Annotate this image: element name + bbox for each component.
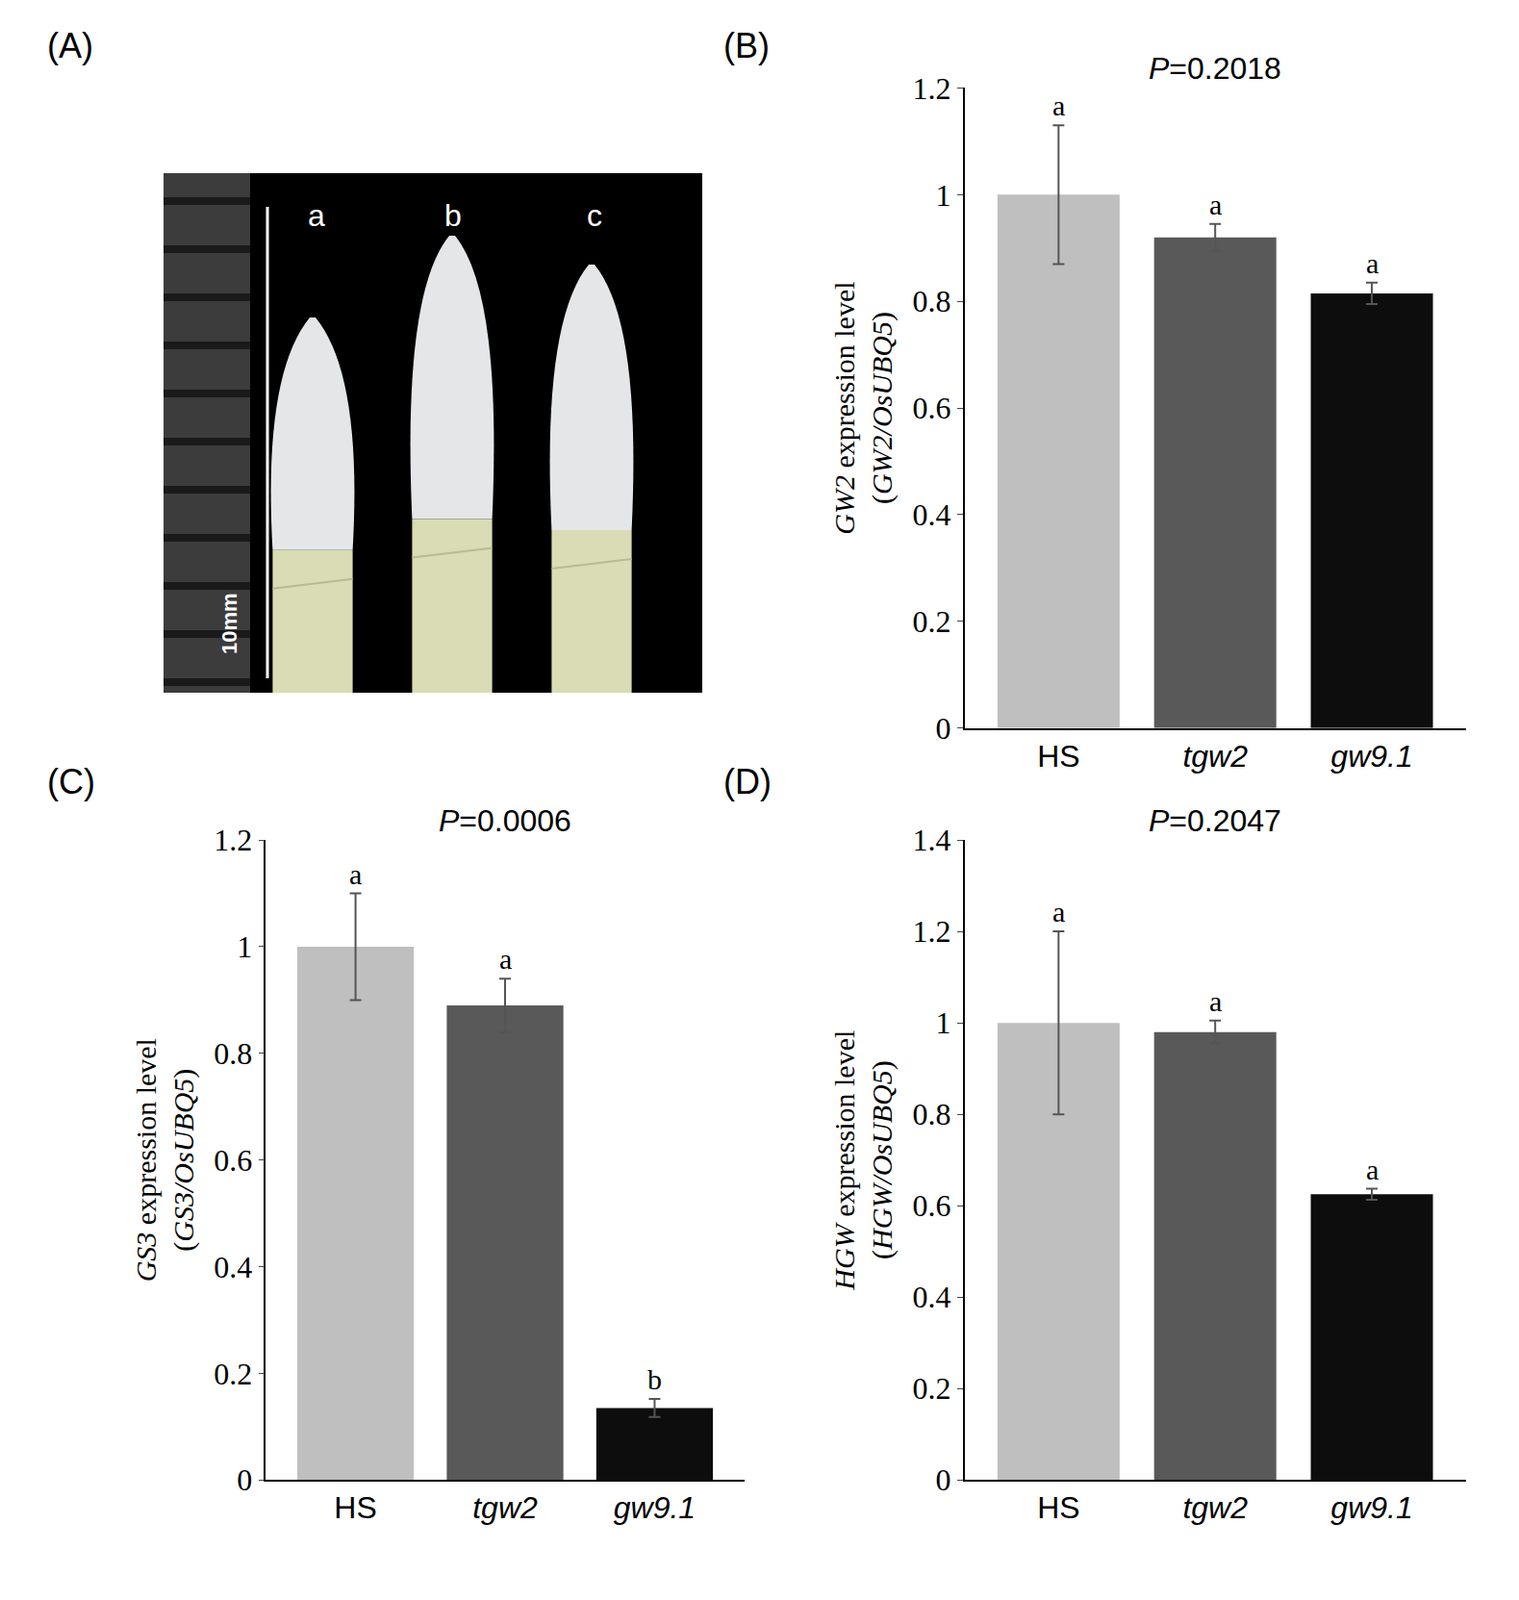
svg-text:P=0.2047: P=0.2047	[1148, 803, 1282, 838]
svg-text:HS: HS	[1037, 738, 1080, 774]
svg-text:0.2: 0.2	[912, 604, 952, 639]
svg-text:tgw2: tgw2	[1182, 738, 1248, 774]
svg-text:a: a	[1366, 1153, 1379, 1186]
svg-text:0.8: 0.8	[912, 1096, 952, 1132]
svg-text:HS: HS	[1037, 1490, 1080, 1525]
svg-text:a: a	[307, 198, 326, 233]
svg-text:(C): (C)	[47, 761, 96, 802]
svg-text:b: b	[444, 198, 462, 233]
svg-text:P=0.2018: P=0.2018	[1148, 50, 1282, 86]
svg-text:(D): (D)	[723, 761, 772, 802]
svg-text:P=0.0006: P=0.0006	[438, 803, 572, 838]
svg-text:0.6: 0.6	[213, 1142, 253, 1178]
svg-text:0.6: 0.6	[912, 390, 952, 426]
svg-text:0.8: 0.8	[213, 1036, 253, 1071]
svg-text:0.4: 0.4	[912, 497, 952, 532]
svg-text:gw9.1: gw9.1	[1330, 738, 1413, 774]
svg-text:HS: HS	[333, 1490, 377, 1525]
svg-text:a: a	[1366, 247, 1379, 279]
svg-text:0.2: 0.2	[912, 1370, 952, 1406]
svg-text:a: a	[1209, 188, 1222, 221]
svg-text:0.8: 0.8	[912, 283, 952, 319]
svg-text:a: a	[1052, 895, 1065, 928]
svg-text:1: 1	[936, 177, 952, 213]
svg-text:1.2: 1.2	[213, 822, 253, 858]
svg-text:a: a	[1209, 985, 1222, 1017]
svg-text:tgw2: tgw2	[1182, 1490, 1248, 1525]
svg-text:0: 0	[936, 710, 952, 746]
svg-text:(B): (B)	[723, 25, 770, 66]
svg-text:1: 1	[236, 929, 253, 964]
svg-text:0.2: 0.2	[213, 1356, 253, 1392]
svg-text:a: a	[349, 858, 362, 890]
svg-text:b: b	[647, 1363, 662, 1395]
svg-text:a: a	[1052, 89, 1065, 122]
svg-text:gw9.1: gw9.1	[613, 1490, 696, 1525]
svg-text:a: a	[499, 942, 512, 975]
svg-text:c: c	[586, 198, 603, 233]
svg-text:(A): (A)	[47, 25, 94, 66]
svg-text:HGW expression level(HGW/OsUBQ: HGW expression level(HGW/OsUBQ5)	[828, 1030, 899, 1292]
svg-text:1.2: 1.2	[912, 913, 952, 949]
svg-text:1: 1	[936, 1005, 952, 1040]
svg-text:tgw2: tgw2	[472, 1490, 538, 1525]
svg-text:0.4: 0.4	[912, 1279, 952, 1315]
svg-text:10mm: 10mm	[217, 592, 242, 655]
svg-text:gw9.1: gw9.1	[1330, 1490, 1413, 1525]
svg-text:GS3 expression level(GS3/OsUBQ: GS3 expression level(GS3/OsUBQ5)	[129, 1037, 201, 1282]
svg-text:1.4: 1.4	[912, 822, 952, 858]
svg-text:0: 0	[936, 1462, 952, 1497]
svg-text:1.2: 1.2	[912, 71, 952, 106]
svg-text:0: 0	[236, 1462, 253, 1497]
svg-text:0.4: 0.4	[213, 1249, 253, 1285]
svg-text:0.6: 0.6	[912, 1188, 952, 1223]
svg-text:GW2 expression level(GW2/OsUBQ: GW2 expression level(GW2/OsUBQ5)	[828, 280, 899, 534]
